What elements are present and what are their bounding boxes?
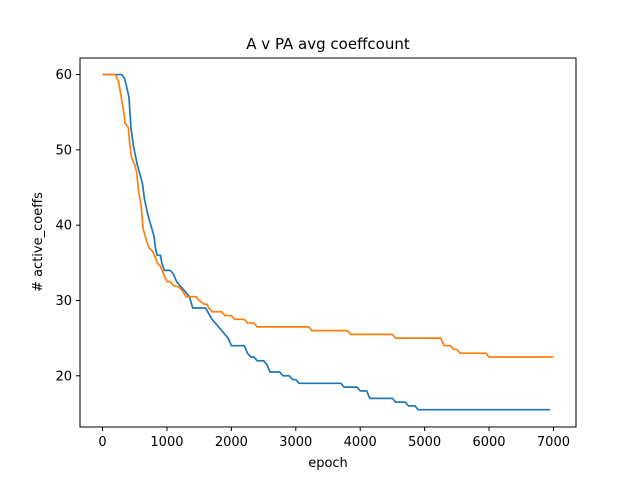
x-axis: 0 1000 2000 3000 4000 5000 6000 7000	[98, 427, 570, 450]
x-tick-label: 4000	[344, 435, 377, 450]
y-axis-label: # active_coeffs	[31, 192, 46, 292]
x-tick-label: 2000	[215, 435, 248, 450]
series-line-2	[102, 73, 554, 358]
y-tick-label: 60	[55, 68, 72, 83]
x-tick-label: 1000	[150, 435, 183, 450]
x-tick-label: 6000	[472, 435, 505, 450]
series-layer	[102, 73, 554, 411]
chart-title: A v PA avg coeffcount	[246, 35, 410, 53]
y-tick-label: 40	[55, 219, 72, 234]
y-tick-label: 50	[55, 143, 72, 158]
y-tick-label: 20	[55, 369, 72, 384]
x-tick-label: 5000	[408, 435, 441, 450]
y-tick-label: 30	[55, 294, 72, 309]
x-tick-label: 3000	[279, 435, 312, 450]
x-axis-label: epoch	[308, 456, 348, 471]
x-tick-label: 0	[98, 435, 106, 450]
x-tick-label: 7000	[537, 435, 570, 450]
plot-frame	[79, 57, 577, 428]
y-axis: 20 30 40 50 60	[55, 68, 80, 384]
series-line-1	[102, 73, 551, 411]
